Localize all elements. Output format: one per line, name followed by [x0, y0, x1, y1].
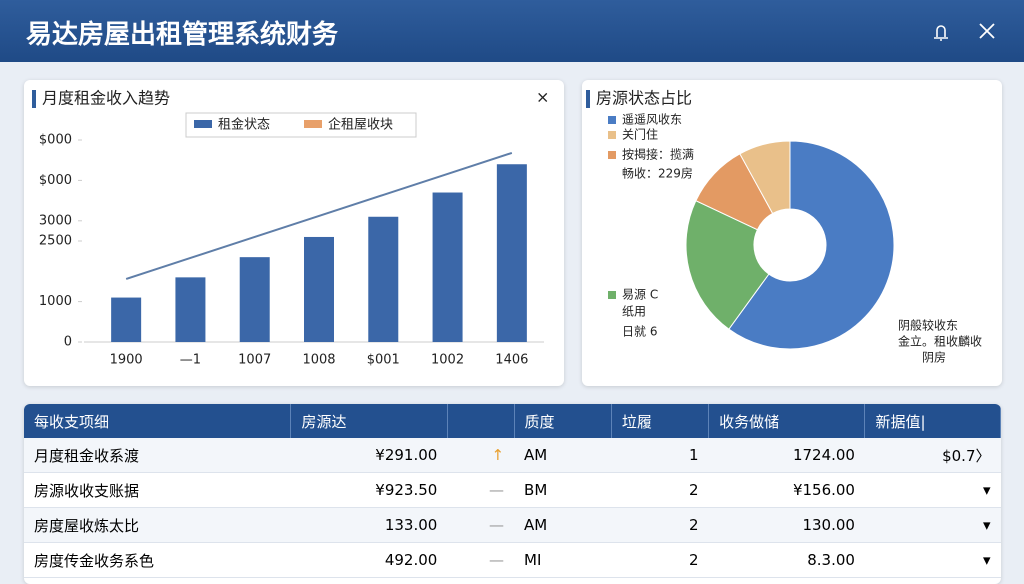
x-tick-label: 1007	[238, 353, 271, 368]
legend-swatch	[608, 291, 616, 299]
table-row: 房源收收支账据 ¥923.50— BM 2 ¥156.00 ▾	[24, 472, 1001, 508]
y-tick-label: 1000	[39, 294, 72, 309]
close[interactable]: ×	[536, 88, 549, 107]
table-cell: ↑	[447, 438, 515, 473]
y-tick-label: 0	[64, 335, 72, 350]
table-cell: AM	[514, 507, 612, 543]
table-row: 房度传金收务系色 492.00— MI 2 8.3.00 ▾	[24, 542, 1001, 578]
table-cell: ¥156.00	[708, 472, 865, 508]
table-cell: 130.00	[708, 507, 865, 543]
bar	[111, 297, 142, 342]
x-tick-label: —1	[180, 353, 201, 368]
table-cell: ▾	[864, 507, 1001, 543]
table-row: 月度租金收系渡 ¥291.00 ↑ AM 1 1724.00 $0.7〉	[24, 438, 1001, 473]
legend-label: 遥遥风收东	[622, 113, 682, 127]
pie-slice	[685, 200, 770, 330]
annotation: 畅收：229房	[622, 166, 693, 181]
legend-label: 易源 C	[622, 288, 658, 302]
table-cell: 133.00	[290, 507, 448, 543]
legend-box	[185, 112, 417, 138]
table-cell: 492.00	[290, 542, 448, 578]
table-cell: ▾	[864, 542, 1001, 578]
header-row: 每收支项细 房源达 质度 垃履 收务做储 新据值|	[24, 404, 1001, 438]
chart-title: 房源状态占比	[596, 89, 692, 108]
annotation: 阴般较收东	[898, 318, 958, 333]
bar-chart: × 月度租金收入趋势 0 1000 2500 3000 $000 $000 租金状态 企租屋收块 1…	[32, 88, 549, 368]
table-cell: AM	[514, 438, 612, 473]
annotation: 阴房	[922, 350, 946, 365]
x-tick-label: 1406	[495, 353, 528, 368]
table-cell: 2	[611, 507, 709, 543]
column-header: 房源达	[290, 404, 448, 438]
bar	[496, 164, 527, 342]
table-cell: ¥291.00	[290, 438, 448, 473]
legend-swatch	[304, 120, 322, 128]
column-header: 收务做储	[708, 404, 866, 438]
table-cell: —	[447, 472, 515, 508]
table-cell: 1724.00	[708, 438, 865, 473]
x-tick-label: 1002	[431, 353, 464, 368]
table-row: 房度屋收炼太比 133.00— AM 2 130.00 ▾	[24, 507, 1001, 543]
x-tick-label: $001	[367, 353, 400, 368]
legend-swatch	[194, 120, 212, 128]
table-cell: $0.7〉	[864, 438, 1001, 473]
x-tick-label: 1900	[110, 353, 143, 368]
pie-slice	[728, 140, 895, 350]
table-cell: 2	[611, 542, 709, 578]
table-cell: —	[447, 542, 515, 578]
annotation: 日就 6	[622, 325, 657, 339]
legend-label: 关门住	[622, 127, 658, 142]
table-cell: 房度传金收务系色	[24, 542, 291, 578]
pie-card: 房源状态占比遥遥风收东易源 C 按揭接：揽满 关门住畅收：229房 纸用日就 6 阴般较…	[582, 80, 1002, 386]
table-cell: ▾	[864, 472, 1001, 508]
pie-slice	[739, 140, 791, 215]
legend-swatch	[608, 151, 616, 159]
header-icons[interactable]	[928, 20, 1008, 44]
legend-label: 按揭接：揽满	[622, 147, 694, 162]
header: 易达房屋出租管理系统财务	[0, 0, 1024, 62]
bar	[432, 192, 463, 342]
table-cell: 月度租金收系渡	[24, 438, 291, 473]
table-cell: 房源收收支账据	[24, 472, 291, 508]
bar	[175, 277, 206, 342]
annotation: 纸用	[622, 305, 646, 319]
y-tick-label: $000	[39, 133, 72, 148]
table-cell: 8.3.00	[708, 542, 865, 578]
table: 每收支项细 房源达 质度 垃履 收务做储 新据值| 月度租金收系渡 ¥291.00 ↑ AM 1 17…	[24, 404, 1001, 578]
x-tick-label: 1008	[302, 353, 335, 368]
table-cell: MI	[514, 542, 612, 578]
bar	[368, 216, 399, 342]
bar	[239, 257, 270, 342]
y-tick-label: $000	[39, 173, 72, 188]
annotation: 金立。租收麟收	[898, 334, 982, 349]
trend-line	[125, 151, 513, 280]
app-title: 易达房屋出租管理系统财务	[26, 20, 339, 50]
table-cell: —	[447, 507, 515, 543]
legend-label: 租金状态	[218, 117, 270, 133]
column-header: 质度	[514, 404, 612, 438]
bar-card: × 月度租金收入趋势 0 1000 2500 3000 $000 $000 租金状态 企租屋收块 1…	[24, 80, 564, 386]
chart-title: 月度租金收入趋势	[42, 89, 170, 108]
column-header: 新据值|	[864, 404, 1001, 438]
column-header: 每收支项细	[24, 404, 292, 438]
column-header: 垃履	[611, 404, 710, 438]
y-tick-label: 3000	[39, 213, 72, 228]
table-cell: 房度屋收炼太比	[24, 507, 291, 543]
table-cell: 1	[611, 438, 709, 473]
table-cell: ¥923.50	[290, 472, 448, 508]
table-card: 每收支项细 房源达 质度 垃履 收务做储 新据值| 月度租金收系渡 ¥291.00 ↑ AM 1 17…	[24, 404, 1001, 584]
legend-swatch	[608, 116, 616, 124]
bar	[304, 236, 334, 342]
column-header	[447, 404, 515, 438]
table-cell: BM	[514, 472, 612, 508]
legend-swatch	[608, 131, 616, 139]
table-cell: 2	[611, 472, 709, 508]
y-tick-label: 2500	[39, 234, 72, 249]
legend-label: 企租屋收块	[328, 117, 393, 133]
